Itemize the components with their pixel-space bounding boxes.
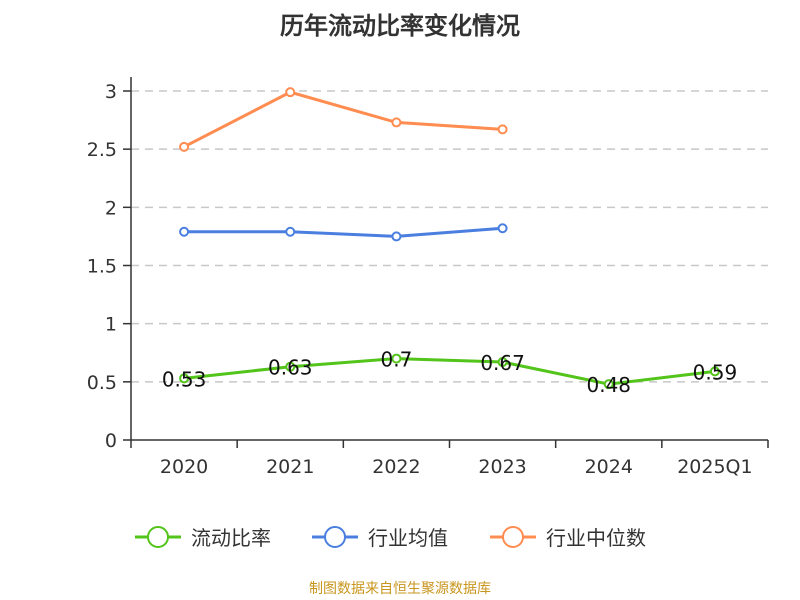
x-tick-label: 2023 — [478, 456, 526, 478]
data-point — [391, 353, 402, 364]
series-line-1 — [184, 226, 503, 238]
x-tick-label: 2022 — [372, 456, 420, 478]
x-tick-label: 2024 — [585, 456, 633, 478]
data-point — [391, 117, 402, 128]
chart-title: 历年流动比率变化情况 — [280, 12, 520, 40]
data-point — [391, 231, 402, 242]
legend-label: 流动比率 — [191, 526, 271, 550]
data-label: 0.7 — [381, 348, 413, 372]
y-tick-label: 0 — [105, 430, 117, 452]
data-point — [285, 226, 296, 237]
data-point — [497, 124, 508, 135]
data-point — [179, 141, 190, 152]
data-point — [497, 357, 508, 368]
y-tick-label: 1.5 — [87, 256, 117, 278]
legend-label: 行业中位数 — [546, 526, 646, 550]
x-tick-label: 2025Q1 — [677, 456, 752, 478]
data-point — [709, 366, 720, 377]
data-point — [603, 379, 614, 390]
series-line-2 — [183, 90, 503, 149]
y-tick-label: 2 — [105, 197, 117, 219]
y-tick-label: 2.5 — [87, 139, 117, 161]
data-point — [179, 373, 190, 384]
data-label: 0.63 — [268, 356, 313, 380]
legend-marker — [324, 526, 346, 548]
y-tick-label: 3 — [105, 81, 117, 103]
x-tick-label: 2021 — [266, 456, 314, 478]
series-line-0 — [183, 357, 716, 386]
x-tick-label: 2020 — [160, 456, 208, 478]
data-point — [179, 226, 190, 237]
y-tick-label: 1 — [105, 314, 117, 336]
data-label: 0.59 — [693, 360, 738, 384]
legend-marker — [147, 526, 169, 548]
data-point — [285, 361, 296, 372]
data-point — [497, 223, 508, 234]
data-label: 0.53 — [162, 367, 207, 391]
data-label: 0.67 — [480, 351, 525, 375]
legend-marker — [502, 526, 524, 548]
data-point — [285, 87, 296, 98]
data-label: 0.48 — [586, 373, 631, 397]
y-tick-label: 0.5 — [87, 372, 117, 394]
source-note: 制图数据来自恒生聚源数据库 — [309, 581, 491, 597]
legend-label: 行业均值 — [368, 526, 448, 550]
